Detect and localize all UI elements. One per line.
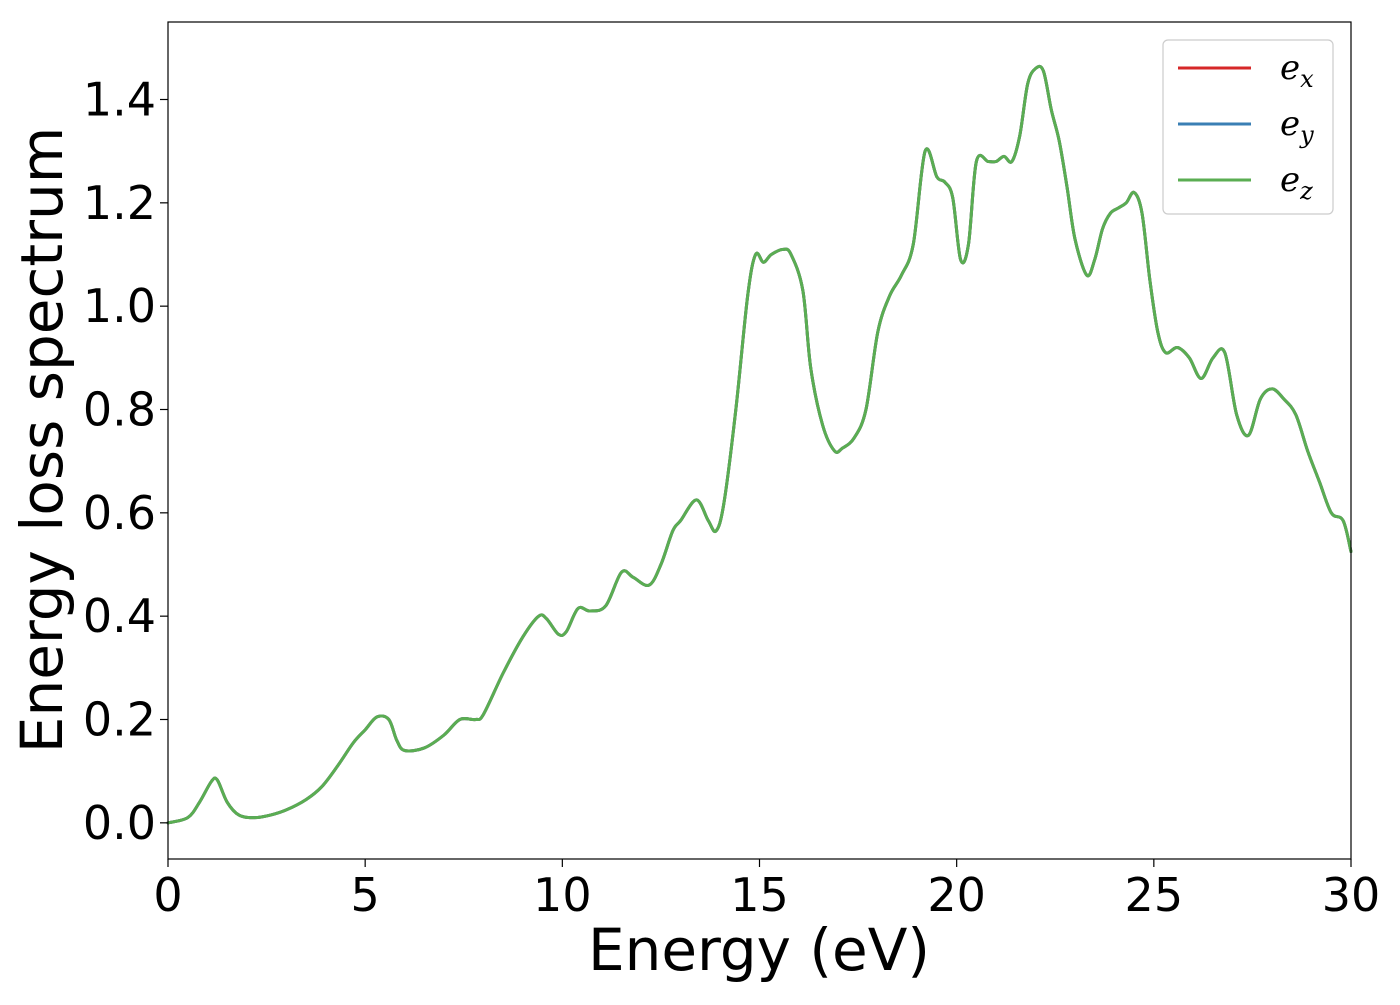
legend-label-subscript: x <box>1300 65 1314 93</box>
legend-label-subscript: z <box>1299 177 1313 205</box>
y-tick-label: 0.2 <box>83 693 156 747</box>
legend-frame <box>1162 39 1334 215</box>
y-tick-label: 0.8 <box>83 383 156 437</box>
series-line-z <box>166 64 1353 825</box>
legend-label-base: e <box>1280 160 1300 200</box>
x-tick-label: 25 <box>1125 868 1184 922</box>
x-tick-label: 0 <box>153 868 182 922</box>
legend-label-base: e <box>1280 104 1300 144</box>
x-tick-label: 15 <box>730 868 789 922</box>
series-layer <box>166 64 1353 825</box>
y-tick-label: 0.0 <box>83 796 156 850</box>
legend-label-z: ez <box>1280 160 1313 205</box>
legend-label-x: ex <box>1280 48 1314 93</box>
y-tick-label: 1.0 <box>83 279 156 333</box>
x-tick-label: 30 <box>1322 868 1381 922</box>
legend-label-y: ey <box>1280 104 1314 149</box>
x-axis: 0 5 10 15 20 25 30 <box>153 859 1380 922</box>
y-tick-label: 0.6 <box>83 486 156 540</box>
x-axis-label: Energy (eV) <box>588 916 930 984</box>
y-tick-label: 0.4 <box>83 589 156 643</box>
y-tick-label: 1.2 <box>83 176 156 230</box>
x-tick-label: 10 <box>533 868 592 922</box>
legend-label-base: e <box>1280 48 1300 88</box>
plot-area <box>168 22 1351 859</box>
y-axis-label: Energy loss spectrum <box>8 127 76 753</box>
x-tick-label: 20 <box>927 868 986 922</box>
y-axis: 0.0 0.2 0.4 0.6 0.8 1.0 1.2 1.4 <box>83 73 168 850</box>
legend-label-subscript: y <box>1299 121 1314 149</box>
y-tick-label: 1.4 <box>83 73 156 127</box>
x-tick-label: 5 <box>351 868 380 922</box>
